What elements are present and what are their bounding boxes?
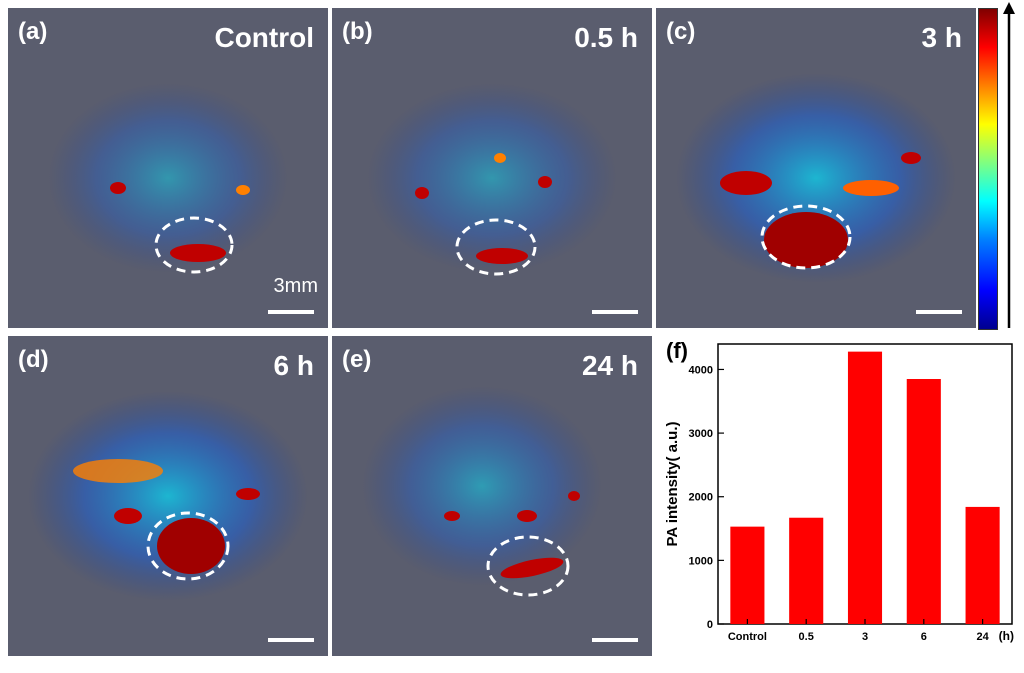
x-unit-label: (h) — [999, 629, 1014, 643]
panel-label-f: (f) — [666, 338, 688, 363]
colorbar — [978, 8, 998, 330]
y-tick-label: 2000 — [689, 492, 713, 504]
bar — [906, 379, 941, 624]
panel-time: 24 h — [581, 350, 638, 381]
x-tick-label: 6 — [921, 631, 927, 643]
y-tick-label: 1000 — [689, 555, 713, 567]
bar — [730, 526, 765, 624]
panel-label: (a) — [18, 18, 48, 45]
panel-time: 6 h — [273, 350, 314, 381]
y-tick-label: 4000 — [689, 364, 713, 376]
panel-label: (e) — [342, 346, 372, 373]
scale-bar — [592, 638, 638, 642]
x-tick-label: 3 — [862, 631, 868, 643]
bar-chart: 0 1000 2000 3000 4000 Control 0.5 3 6 24 (h) PA int… — [664, 338, 1014, 643]
panel-label: (c) — [666, 18, 696, 45]
x-tick-label: 0.5 — [799, 631, 814, 643]
y-axis-label: PA intensity( a.u.) — [664, 421, 681, 546]
scale-label: 3mm — [273, 275, 318, 297]
pa-image-b — [367, 83, 617, 276]
scale-bar — [268, 638, 314, 642]
pa-image-d — [28, 391, 308, 601]
panel-d: (d) 6 h — [8, 336, 328, 656]
panel-a: (a) Control 3mm — [8, 8, 328, 328]
panel-c: (c) 3 h — [656, 8, 976, 328]
x-tick-label: Control — [728, 631, 767, 643]
pa-image-c — [676, 73, 956, 283]
panel-label: (d) — [18, 346, 49, 373]
panel-time: 3 h — [921, 22, 962, 53]
intensity-arrow — [1003, 2, 1015, 328]
panel-time: Control — [214, 22, 314, 53]
panel-e: (e) 24 h — [332, 336, 652, 656]
y-tick-label: 3000 — [689, 428, 713, 440]
scale-bar — [268, 310, 314, 314]
x-tick-label: 24 — [976, 631, 989, 643]
chart-f: 0 1000 2000 3000 4000 Control 0.5 3 6 24 (h) PA int… — [660, 334, 1024, 668]
scale-bar — [592, 310, 638, 314]
panel-label: (b) — [342, 18, 373, 45]
bar — [965, 506, 1000, 624]
scale-bar — [916, 310, 962, 314]
panel-time: 0.5 h — [574, 22, 638, 53]
bar — [789, 517, 824, 624]
bar — [847, 351, 883, 624]
pa-image-a — [48, 83, 288, 274]
panel-b: (b) 0.5 h — [332, 8, 652, 328]
pa-image-e — [362, 386, 602, 597]
y-tick-label: 0 — [707, 619, 713, 631]
